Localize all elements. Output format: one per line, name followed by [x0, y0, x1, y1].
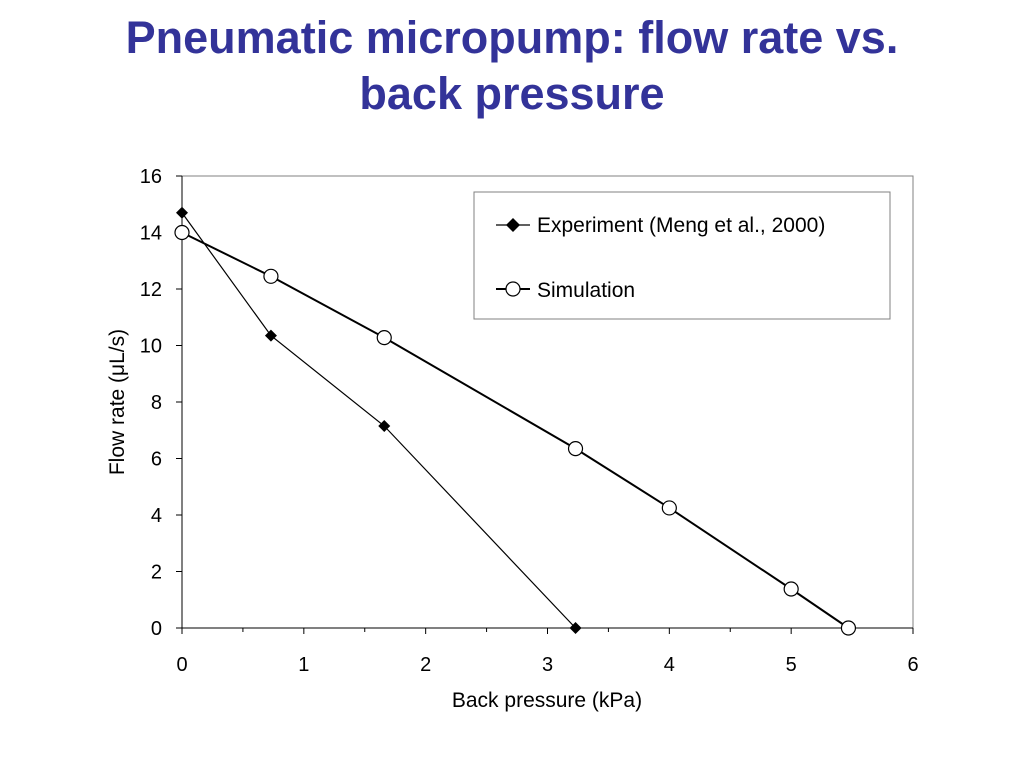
y-tick-label: 12 [140, 279, 162, 301]
y-tick-label: 0 [151, 618, 162, 640]
x-tick-label: 1 [298, 654, 309, 676]
slide-title: Pneumatic micropump: flow rate vs. back … [0, 10, 1024, 122]
legend-label-experiment: Experiment (Meng et al., 2000) [537, 214, 825, 237]
x-tick-label: 4 [664, 654, 675, 676]
x-tick-label: 6 [907, 654, 918, 676]
data-point-diamond [264, 329, 277, 342]
data-point-circle [174, 224, 190, 241]
series-line [181, 212, 576, 629]
y-tick-label: 10 [140, 336, 162, 358]
y-tick-label: 2 [151, 562, 162, 584]
data-point-diamond [378, 420, 391, 433]
series-simulation [174, 224, 857, 636]
data-point-circle [661, 500, 677, 516]
legend: Experiment (Meng et al., 2000) Simulatio… [473, 191, 891, 320]
slide-title-line-1: Pneumatic micropump: flow rate vs. [125, 12, 899, 63]
data-point-diamond [569, 622, 582, 634]
data-point-circle [263, 268, 279, 284]
slide-title-line-2: back pressure [359, 68, 665, 119]
x-tick-label: 2 [420, 654, 431, 676]
series-layer [174, 206, 857, 636]
legend-marker-simulation [505, 281, 521, 297]
x-tick-label: 0 [176, 654, 187, 676]
y-tick-label: 14 [140, 223, 162, 245]
data-point-circle [567, 441, 584, 457]
x-tick-label: 5 [786, 654, 797, 676]
data-point-circle [840, 620, 857, 636]
series-experiment [176, 206, 582, 634]
y-tick-label: 4 [151, 505, 162, 527]
legend-label-simulation: Simulation [537, 279, 635, 302]
y-axis-title: Flow rate (μL/s) [106, 329, 129, 475]
data-point-circle [376, 329, 392, 346]
x-axis-ticks: 0 1 2 3 4 5 6 [176, 628, 919, 676]
y-tick-label: 16 [140, 166, 162, 188]
x-tick-label: 3 [542, 654, 553, 676]
x-axis-title: Back pressure (kPa) [452, 689, 642, 712]
y-axis-ticks: 0 2 4 6 8 10 12 14 16 [140, 166, 182, 640]
legend-marker-experiment [506, 218, 520, 232]
data-point-diamond [176, 206, 188, 219]
y-tick-label: 6 [151, 449, 162, 471]
legend-box [473, 191, 891, 320]
y-tick-label: 8 [151, 392, 162, 414]
data-point-circle [783, 581, 799, 597]
